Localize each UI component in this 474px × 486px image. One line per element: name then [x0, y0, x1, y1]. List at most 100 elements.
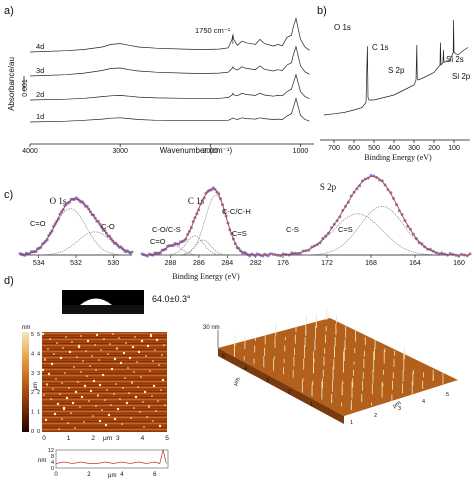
- surface-3d-y-tick: 3: [266, 378, 269, 384]
- ftir-annotation: 1750 cm⁻¹: [195, 26, 231, 35]
- ftir-series-line: [29, 97, 310, 123]
- afm-grain: [68, 350, 72, 354]
- profile-x-unit: μm: [108, 473, 116, 479]
- hr-x-tick-label: 282: [250, 260, 262, 267]
- ftir-series-line: [29, 17, 310, 53]
- hr-component-label: C=O: [150, 237, 166, 246]
- hr-fit-envelope: [272, 175, 470, 256]
- afm-y-tick: 4: [37, 351, 40, 357]
- afm-grain: [62, 347, 64, 349]
- afm-grain: [49, 338, 51, 340]
- afm-grain: [110, 404, 112, 406]
- afm-grain: [56, 342, 58, 344]
- afm-grain: [118, 337, 120, 339]
- afm-grain: [98, 419, 102, 423]
- ftir-series-label: 4d: [36, 42, 44, 51]
- afm-grain: [83, 384, 87, 388]
- afm-x-ticks: 0 1 2 3 4 5: [42, 435, 169, 442]
- afm-grain: [59, 393, 61, 395]
- afm-grain: [124, 377, 126, 379]
- afm-grain: [133, 371, 135, 373]
- afm-grain: [74, 390, 78, 394]
- afm-grain: [164, 404, 166, 406]
- hr-data-point: [380, 179, 384, 183]
- profile-y-tick: 0: [51, 466, 54, 472]
- hr-component-label: C=O: [30, 219, 46, 228]
- afm-x-tick: 1: [67, 435, 71, 442]
- afm-grain: [116, 407, 120, 411]
- hr-fit-envelope: [19, 198, 133, 256]
- afm-grain: [64, 372, 66, 374]
- afm-grain: [89, 389, 93, 393]
- afm-grain: [74, 427, 76, 429]
- afm-y-tick: 3: [37, 371, 40, 377]
- ftir-series-label: 1d: [36, 112, 44, 121]
- hr-data-point: [361, 179, 364, 183]
- surface-3d-x-tick: 5: [446, 392, 449, 398]
- afm-grain: [112, 333, 114, 335]
- afm-grain: [50, 362, 54, 366]
- profile-x-tick: 4: [120, 472, 124, 478]
- afm-grain: [53, 412, 57, 416]
- surface-3d-y-tick: 4: [244, 366, 247, 372]
- afm-grain: [142, 401, 144, 403]
- afm-grain: [152, 384, 156, 388]
- afm-grain: [56, 402, 60, 406]
- afm-grain: [65, 336, 67, 338]
- afm-y-ticks: 5 4 3 2 1 0: [37, 332, 40, 435]
- survey-peak-label: Si 2p: [452, 72, 471, 81]
- surface-3d-plane: [218, 318, 458, 416]
- hr-x-tick-label: 288: [165, 260, 177, 267]
- afm-grain: [136, 361, 138, 363]
- hr-data-point: [80, 200, 84, 204]
- afm-grain: [137, 386, 139, 388]
- afm-grain: [155, 410, 157, 412]
- survey-peak-label: C 1s: [372, 43, 388, 52]
- profile-x-ticks: 0 2 4 6: [54, 472, 157, 478]
- afm-grain: [115, 383, 117, 385]
- survey-x-tick-label: 300: [408, 145, 420, 152]
- hr-component-peak: [19, 208, 132, 256]
- afm-grain: [119, 398, 121, 400]
- survey-x-tick-label: 200: [428, 145, 440, 152]
- afm-grain: [101, 409, 103, 411]
- afm-grain: [107, 413, 111, 417]
- afm-grain: [62, 407, 66, 411]
- afm-x-tick: 2: [91, 435, 95, 442]
- afm-grain: [77, 345, 81, 349]
- hr-data-point: [39, 245, 43, 249]
- afm-grain: [152, 360, 154, 362]
- profile-x-tick: 6: [153, 472, 157, 478]
- ftir-series: 4d 3d 2d 1d: [29, 17, 310, 123]
- afm-grain: [134, 336, 136, 338]
- hr-x-tick-label: 172: [321, 260, 333, 267]
- hr-component-label: C-O: [101, 222, 115, 231]
- ftir-series-line: [29, 73, 310, 101]
- hr-fit-envelope: [142, 188, 270, 256]
- afm-grain: [86, 375, 88, 377]
- afm-grain: [95, 369, 97, 371]
- afm-grain: [80, 371, 82, 373]
- afm-grain: [146, 416, 148, 418]
- panel-label-c: c): [4, 189, 13, 201]
- afm-grain: [140, 339, 144, 343]
- afm-grain: [76, 356, 78, 358]
- afm-grain: [61, 382, 63, 384]
- afm-grain: [121, 423, 123, 425]
- hr-x-tick-label: 532: [70, 260, 82, 267]
- surface-3d-z-label: 30 nm: [203, 325, 220, 331]
- contact-angle-image: 64.0±0.3°: [62, 290, 191, 314]
- survey-peak-labels: O 1s C 1s S 2p Si 2s Si 2p: [334, 23, 471, 81]
- afm-x-tick: 4: [141, 435, 145, 442]
- hr-x-tick-label: 160: [453, 260, 465, 267]
- hr-x-tick-label: 284: [221, 260, 233, 267]
- hr-x-tick-label: 176: [277, 260, 289, 267]
- afm-grain: [44, 359, 46, 361]
- afm-grain: [122, 351, 126, 355]
- ftir-x-tick-label: 4000: [22, 148, 38, 155]
- xps-c1s-chart: C 1s Binding Energy (eV) 288 286 284 282 C-C…: [140, 186, 272, 281]
- afm-grain: [122, 387, 124, 389]
- afm-grain: [58, 428, 60, 430]
- afm-grain: [158, 424, 162, 428]
